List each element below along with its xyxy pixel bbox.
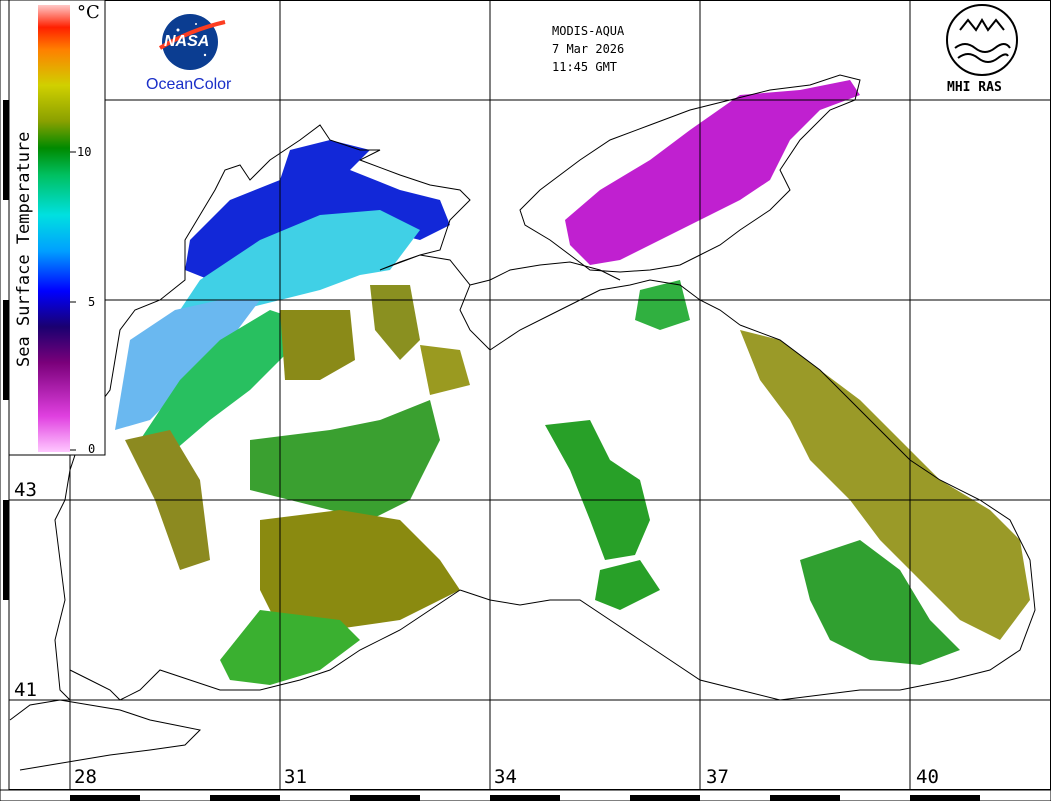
coast-south-west bbox=[69, 589, 461, 701]
sst-patch-green-w bbox=[140, 310, 300, 450]
sst-patch-olive-e bbox=[740, 330, 1030, 640]
sst-field bbox=[115, 80, 1030, 685]
mhi-ras-text: MHI RAS bbox=[947, 80, 1002, 95]
lon-label: 37 bbox=[706, 766, 729, 788]
lat-label: 43 bbox=[14, 479, 37, 501]
image-time: 11:45 GMT bbox=[552, 60, 618, 74]
sst-patch-olive-n2 bbox=[420, 345, 470, 395]
colorbar-tick-marks bbox=[70, 151, 76, 451]
nasa-logo-text: NASA bbox=[164, 33, 210, 50]
lon-label: 31 bbox=[284, 766, 307, 788]
lon-label: 34 bbox=[494, 766, 517, 788]
colorbar-title: Sea Surface Temperature bbox=[14, 131, 34, 367]
mhi-ras-logo bbox=[946, 4, 1018, 76]
coast-crimea bbox=[469, 261, 621, 286]
colorbar-tick-label: 5 bbox=[88, 295, 96, 309]
colorbar-tick-label: 10 bbox=[77, 145, 92, 159]
sst-patch-green-mid bbox=[545, 420, 650, 560]
oceancolor-text: OceanColor bbox=[146, 76, 232, 93]
sst-patch-green-e bbox=[800, 540, 960, 665]
sst-patch-olive-s bbox=[260, 510, 460, 630]
sst-patch-green-c bbox=[250, 400, 440, 520]
image-date: 7 Mar 2026 bbox=[552, 42, 625, 56]
lon-label: 40 bbox=[916, 766, 939, 788]
image-header: MODIS-AQUA 7 Mar 2026 11:45 GMT bbox=[552, 22, 624, 76]
sst-patch-olive-c bbox=[280, 310, 355, 380]
bottom-ruler bbox=[0, 789, 1051, 801]
sst-patch-dark-blue bbox=[185, 140, 450, 280]
sst-patch-green-s bbox=[220, 610, 360, 685]
colorbar-unit: °C bbox=[77, 2, 100, 23]
lon-label: 28 bbox=[74, 766, 97, 788]
nasa-logo bbox=[158, 14, 226, 70]
sst-patch-green-kerch bbox=[635, 280, 690, 330]
sst-patch-olive-n bbox=[370, 285, 420, 360]
colorbar-gradient bbox=[38, 5, 70, 452]
colorbar-tick-label: 0 bbox=[88, 442, 96, 456]
lat-label: 41 bbox=[14, 679, 37, 701]
coast-marmara bbox=[9, 699, 202, 771]
sst-patch-green-mid2 bbox=[595, 560, 660, 610]
sst-patch-light-blue bbox=[115, 300, 260, 430]
coast-azov bbox=[519, 74, 861, 273]
coast-east bbox=[459, 324, 1036, 701]
left-ruler bbox=[0, 0, 10, 791]
sensor-name: MODIS-AQUA bbox=[552, 24, 625, 38]
sst-patch-azov bbox=[565, 80, 860, 265]
sst-patch-cyan bbox=[180, 210, 420, 320]
